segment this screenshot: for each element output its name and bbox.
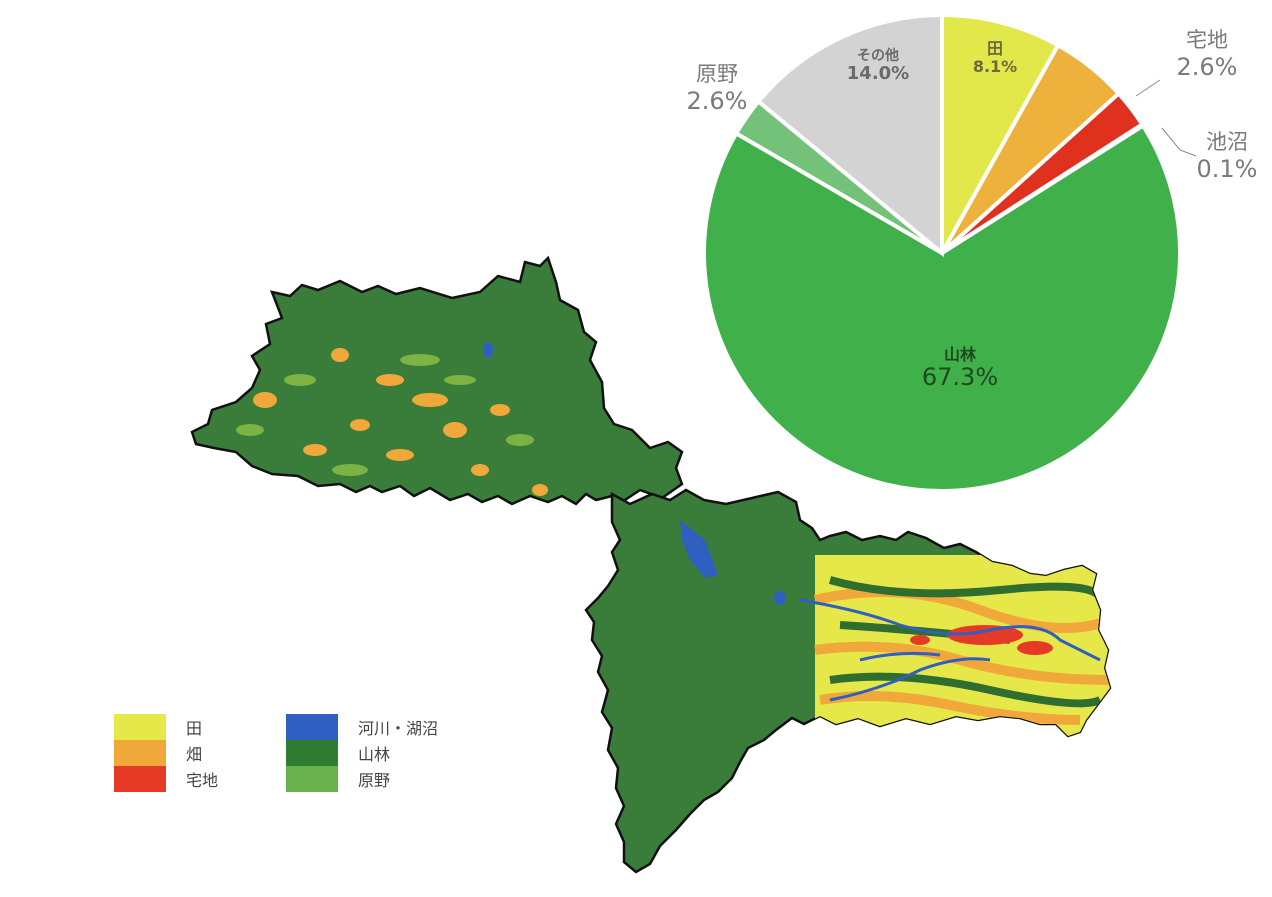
- field-patch: [253, 392, 277, 408]
- field-patch: [490, 404, 510, 416]
- meadow-patch: [332, 464, 368, 476]
- water-body: [483, 342, 493, 358]
- pie-label-ike: 池沼 0.1%: [1188, 130, 1266, 184]
- residential-area: [1017, 641, 1053, 655]
- legend-item-ta: 田: [114, 714, 202, 740]
- map-region-west: [190, 255, 684, 506]
- field-band: [819, 691, 1081, 725]
- field-patch: [412, 393, 448, 407]
- legend-label-hatake: 畑: [186, 745, 203, 764]
- legend-item-genya: 原野: [286, 766, 390, 792]
- meadow-patch: [444, 375, 476, 385]
- map-legend: 田 畑 宅地 河川・湖沼 山林 原野: [64, 706, 474, 800]
- pie-label-sanrin-pct: 67.3%: [921, 363, 999, 392]
- pie-label-takuchi-name: 宅地: [1186, 28, 1228, 52]
- pie-leader-lines: [1135, 79, 1197, 157]
- pie-label-sonota: その他 14.0%: [828, 48, 928, 85]
- legend-swatch-ta: [114, 714, 166, 740]
- pie-label-ta: 田 8.1%: [960, 39, 1030, 77]
- river: [859, 651, 941, 662]
- pie-label-ike-name: 池沼: [1206, 130, 1248, 154]
- legend-item-kasen: 河川・湖沼: [286, 714, 438, 740]
- pie-label-sonota-name: その他: [857, 48, 899, 64]
- legend-item-hatake: 畑: [114, 740, 202, 766]
- field-patch: [443, 422, 467, 438]
- legend-label-ta: 田: [186, 719, 203, 738]
- residential-area: [910, 635, 930, 645]
- water-body: [774, 591, 786, 605]
- legend-swatch-kasen: [286, 714, 338, 740]
- field-patch: [303, 444, 327, 456]
- reservoir: [680, 520, 718, 578]
- meadow-patch: [506, 434, 534, 446]
- forest-band: [828, 576, 1104, 601]
- field-patch: [376, 374, 404, 386]
- legend-label-genya: 原野: [358, 771, 391, 790]
- pie-label-takuchi: 宅地 2.6%: [1162, 28, 1252, 82]
- leader-line-takuchi: [1135, 79, 1161, 97]
- meadow-patch: [236, 424, 264, 436]
- field-band: [813, 587, 1110, 633]
- pie-label-takuchi-pct: 2.6%: [1176, 53, 1238, 82]
- field-patch: [386, 449, 414, 461]
- pie-label-sonota-pct: 14.0%: [846, 63, 910, 85]
- pie-label-genya-name: 原野: [696, 62, 738, 86]
- meadow-patch: [400, 354, 440, 366]
- pie-label-sanrin: 山林 67.3%: [900, 345, 1020, 392]
- legend-swatch-sanrin: [286, 740, 338, 766]
- pie-label-genya-pct: 2.6%: [686, 87, 748, 116]
- field-patch: [532, 484, 548, 496]
- legend-item-sanrin: 山林: [286, 740, 390, 766]
- legend-item-takuchi: 宅地: [114, 766, 218, 792]
- legend-swatch-hatake: [114, 740, 166, 766]
- leader-line-ike: [1161, 127, 1197, 157]
- river: [799, 598, 1101, 662]
- field-patch: [471, 464, 489, 476]
- field-patch: [350, 419, 370, 431]
- pie-label-genya: 原野 2.6%: [672, 62, 762, 116]
- pie-label-sanrin-name: 山林: [943, 345, 976, 364]
- field-patch: [331, 348, 349, 362]
- map-region-east: [584, 488, 1112, 874]
- legend-swatch-genya: [286, 766, 338, 792]
- pie-slice-6: [755, 12, 944, 258]
- meadow-patch: [284, 374, 316, 386]
- forest-band: [829, 672, 1102, 708]
- legend-label-takuchi: 宅地: [186, 771, 219, 790]
- west-land-use-patches: [236, 342, 548, 496]
- legend-label-sanrin: 山林: [358, 745, 391, 764]
- pie-label-ta-pct: 8.1%: [972, 57, 1018, 77]
- river: [829, 657, 991, 702]
- legend-label-kasen: 河川・湖沼: [358, 719, 439, 738]
- pie-label-ta-name: 田: [986, 39, 1003, 58]
- residential-area: [947, 625, 1023, 645]
- map-region-west-fill: [190, 255, 684, 506]
- pie-slices: [702, 12, 1182, 493]
- legend-swatch-takuchi: [114, 766, 166, 792]
- pie-label-ike-pct: 0.1%: [1196, 155, 1258, 184]
- pie-slice-0: [940, 12, 1061, 261]
- pie-slice-4: [702, 122, 1182, 493]
